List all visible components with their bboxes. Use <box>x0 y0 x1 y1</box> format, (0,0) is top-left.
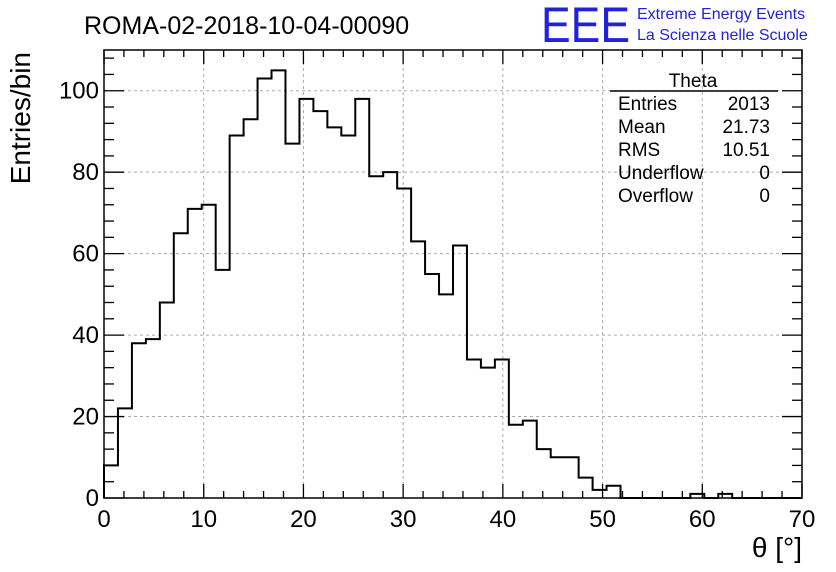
grid-lines <box>104 50 802 498</box>
logo-line-2: La Scienza nelle Scuole <box>637 27 808 44</box>
stats-value: 0 <box>759 163 770 184</box>
stats-value: 21.73 <box>722 117 770 138</box>
y-tick-label: 40 <box>72 322 99 349</box>
stats-label: Underflow <box>618 163 704 184</box>
stats-value: 0 <box>759 186 770 207</box>
x-tick-label: 0 <box>97 506 110 533</box>
logo-line-1: Extreme Energy Events <box>637 6 805 23</box>
stats-title: Theta <box>669 71 718 92</box>
eee-logo: EEE Extreme Energy Events La Scienza nel… <box>541 0 808 53</box>
x-tick-label: 70 <box>789 506 816 533</box>
y-tick-label: 0 <box>86 485 99 512</box>
y-tick-label: 100 <box>59 78 99 105</box>
y-axis-title: Entries/bin <box>5 52 36 184</box>
x-tick-label: 50 <box>589 506 616 533</box>
x-axis-title: θ [°] <box>752 532 802 563</box>
x-tick-label: 40 <box>490 506 517 533</box>
histogram-line <box>103 69 802 499</box>
stats-label: RMS <box>618 140 660 161</box>
axis-ticks <box>103 50 803 499</box>
plot-frame <box>103 49 803 499</box>
stats-box: Theta Entries 2013 Mean 21.73 RMS 10.51 Underf… <box>610 71 778 207</box>
y-tick-labels: 0 20 40 60 80 100 <box>59 78 99 512</box>
y-tick-label: 20 <box>72 404 99 431</box>
y-tick-label: 60 <box>72 241 99 268</box>
stats-value: 2013 <box>728 94 770 115</box>
chart-title: ROMA-02-2018-10-04-00090 <box>84 12 409 40</box>
y-tick-label: 80 <box>72 159 99 186</box>
x-tick-label: 10 <box>190 506 217 533</box>
x-tick-label: 30 <box>390 506 417 533</box>
x-tick-labels: 0 10 20 30 40 50 60 70 <box>97 506 815 533</box>
stats-value: 10.51 <box>722 140 770 161</box>
x-tick-label: 20 <box>290 506 317 533</box>
stats-label: Overflow <box>618 186 693 207</box>
stats-label: Mean <box>618 117 666 138</box>
x-tick-label: 60 <box>689 506 716 533</box>
logo-mark: EEE <box>541 0 630 53</box>
stats-label: Entries <box>618 94 677 115</box>
